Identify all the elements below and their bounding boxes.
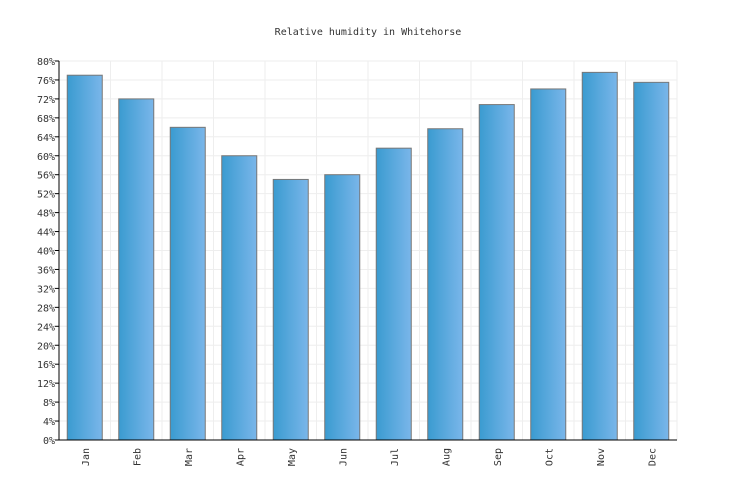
y-tick-label: 20%: [37, 341, 55, 352]
x-tick-label: Aug: [441, 448, 452, 466]
bar-apr: [221, 155, 258, 441]
x-tick-label: Mar: [184, 448, 195, 466]
x-tick-label: Jul: [390, 448, 401, 466]
x-tick-label: Dec: [647, 448, 658, 466]
bar-aug: [427, 128, 464, 441]
bar-may: [272, 178, 309, 441]
y-tick-label: 76%: [37, 76, 55, 87]
y-tick-label: 28%: [37, 303, 55, 314]
y-tick-label: 56%: [37, 171, 55, 182]
y-tick-label: 44%: [37, 228, 55, 239]
bar-jan: [66, 74, 103, 441]
y-tick-label: 64%: [37, 133, 55, 144]
y-tick-label: 16%: [37, 360, 55, 371]
y-tick-label: 12%: [37, 379, 55, 390]
bar-sep: [478, 104, 515, 441]
bar-mar: [169, 126, 206, 441]
x-tick-label: May: [287, 448, 298, 466]
bar-feb: [118, 98, 155, 441]
y-tick-label: 48%: [37, 209, 55, 220]
y-tick-label: 4%: [43, 417, 55, 428]
y-tick-label: 0%: [43, 436, 55, 447]
chart-title: Relative humidity in Whitehorse: [275, 27, 462, 38]
y-tick-label: 72%: [37, 95, 55, 106]
x-tick-label: Jan: [81, 448, 92, 466]
y-tick-label: 8%: [43, 398, 55, 409]
bar-oct: [530, 88, 567, 441]
x-tick-label: Feb: [132, 448, 143, 466]
x-tick-label: Sep: [493, 448, 504, 466]
y-tick-label: 60%: [37, 152, 55, 163]
x-tick-label: Nov: [596, 448, 607, 466]
y-tick-label: 32%: [37, 284, 55, 295]
y-tick-label: 52%: [37, 190, 55, 201]
y-tick-label: 24%: [37, 322, 55, 333]
bar-jun: [324, 174, 361, 441]
bar-dec: [633, 81, 670, 441]
x-tick-label: Oct: [544, 448, 555, 466]
y-tick-label: 36%: [37, 265, 55, 276]
y-tick-label: 68%: [37, 114, 55, 125]
x-tick-label: Jun: [338, 448, 349, 466]
x-tick-label: Apr: [235, 448, 246, 466]
bar-nov: [581, 71, 618, 441]
y-tick-label: 80%: [37, 57, 55, 68]
bar-jul: [375, 147, 412, 441]
y-tick-label: 40%: [37, 247, 55, 258]
